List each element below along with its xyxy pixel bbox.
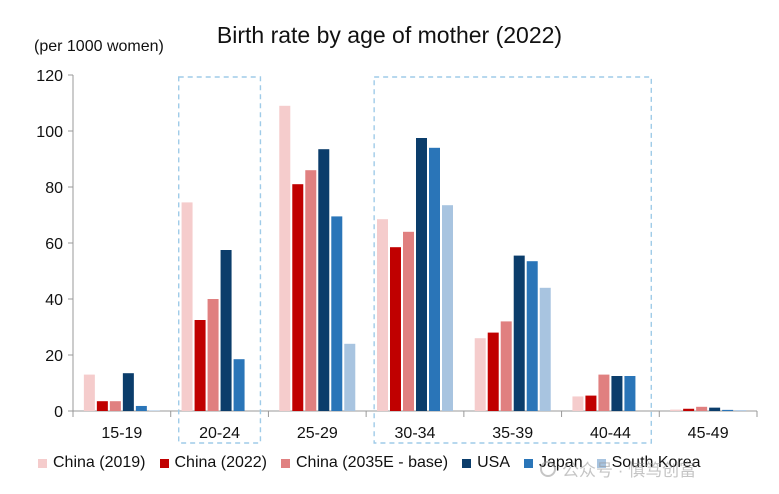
highlight-box-1: [178, 76, 262, 444]
highlight-box-layer: [178, 76, 652, 444]
y-tick-label: 20: [45, 348, 63, 365]
bar: [611, 376, 623, 411]
legend-item-china-2019: China (2019): [38, 454, 146, 472]
bar: [513, 255, 525, 411]
legend-item-china-2035e: China (2035E - base): [281, 454, 448, 472]
bar: [96, 401, 108, 411]
watermark-text: 公众号 · 慎笃创富: [562, 461, 697, 480]
bar: [572, 396, 584, 411]
y-tick-label: 0: [54, 404, 63, 421]
bar: [207, 299, 219, 411]
bar: [318, 149, 330, 411]
y-tick-label: 60: [45, 236, 63, 253]
bar: [670, 409, 682, 411]
x-tick-label: 20-24: [199, 425, 240, 442]
bar: [539, 287, 551, 411]
legend-item-china-2022: China (2022): [159, 454, 268, 472]
bar: [83, 374, 95, 411]
bar: [442, 205, 453, 411]
bar: [709, 407, 721, 411]
chart-title: Birth rate by age of mother (2022): [216, 22, 563, 48]
bar: [292, 184, 304, 411]
axis-layer: 0 20 40 60 80 100 120 15-19 20-24 25-29 30-34 35-39…: [36, 68, 758, 442]
bar: [598, 374, 610, 411]
legend-swatch: [596, 458, 606, 468]
bar: [233, 359, 245, 411]
highlight-box-2: [373, 76, 652, 444]
bar: [122, 373, 134, 411]
bar: [416, 138, 427, 411]
legend-swatch: [159, 458, 169, 468]
legend-label: China (2022): [174, 454, 268, 471]
bar: [135, 405, 147, 411]
x-tick-label: 45-49: [688, 425, 729, 442]
y-tick-label: 100: [36, 124, 63, 141]
legend-label: South Korea: [611, 454, 701, 471]
x-tick-label: 35-39: [492, 425, 533, 442]
bar: [194, 320, 206, 411]
bar: [148, 410, 160, 411]
bar: [331, 216, 343, 411]
x-tick-label: 15-19: [101, 425, 142, 442]
wechat-icon: [540, 460, 556, 477]
bar: [279, 105, 291, 412]
x-tick-label: 40-44: [590, 425, 631, 442]
legend-swatch: [524, 458, 533, 468]
bar: [500, 321, 512, 411]
legend: China (2019) China (2022) China (2035E -…: [38, 454, 715, 472]
x-tick-label: 25-29: [297, 425, 338, 442]
bar: [487, 332, 499, 411]
bar: [526, 261, 538, 411]
bar: [683, 408, 695, 411]
bar: [344, 343, 356, 411]
y-tick-label: 120: [36, 68, 63, 85]
x-tick-label: 30-34: [395, 425, 436, 442]
bar: [181, 202, 193, 411]
bar: [429, 147, 440, 412]
bar: [377, 219, 388, 411]
y-tick-label: 80: [45, 180, 63, 197]
watermark: 公众号 · 慎笃创富: [540, 456, 696, 481]
bar: [735, 410, 747, 411]
bar: [220, 250, 232, 411]
legend-label: USA: [477, 454, 510, 471]
bar: [403, 231, 414, 411]
y-tick-label: 40: [45, 292, 63, 309]
legend-label: China (2019): [53, 454, 146, 471]
bar: [624, 376, 636, 411]
bar: [109, 401, 121, 411]
legend-swatch: [462, 458, 472, 468]
bar-layer: [83, 105, 747, 412]
y-axis-unit-label: (per 1000 women): [34, 38, 164, 55]
bar: [474, 338, 486, 411]
bar: [390, 247, 401, 411]
legend-label: China (2035E - base): [296, 454, 449, 471]
legend-item-usa: USA: [462, 454, 510, 472]
legend-swatch: [38, 458, 47, 468]
legend-item-south-korea: South Korea: [596, 454, 701, 472]
bar: [585, 395, 597, 411]
bar: [696, 406, 708, 411]
legend-swatch: [281, 458, 290, 468]
bar: [722, 409, 734, 411]
bar: [305, 170, 317, 411]
